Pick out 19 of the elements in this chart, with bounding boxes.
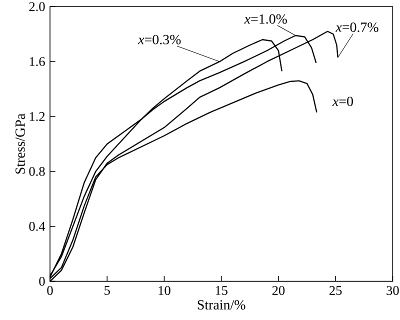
series-label: x=0 [332, 96, 353, 106]
y-tick-label: 1.2 [30, 112, 45, 122]
y-tick-label: 0.8 [29, 166, 45, 176]
x-tick-label: 10 [158, 286, 170, 295]
series-label: x=0.7% [336, 22, 378, 32]
x-tick-label: 0 [47, 286, 53, 295]
x-tick-label: 20 [272, 286, 285, 295]
y-tick-label: 0 [39, 276, 45, 286]
y-tick-label: 2.0 [29, 2, 45, 12]
x-tick-label: 15 [216, 286, 228, 295]
y-tick-label: 1.6 [30, 57, 45, 66]
x-tick-label: 5 [104, 286, 110, 295]
y-tick-label: 0.4 [29, 222, 46, 231]
x-tick-label: 25 [330, 286, 342, 295]
x-axis-title: Strain/% [198, 300, 246, 310]
series-label: x=1.0% [244, 14, 287, 24]
y-axis-title: Stress/GPa [16, 114, 25, 174]
text: x=0.3% [138, 34, 181, 44]
x-tick-label: 30 [386, 286, 399, 295]
